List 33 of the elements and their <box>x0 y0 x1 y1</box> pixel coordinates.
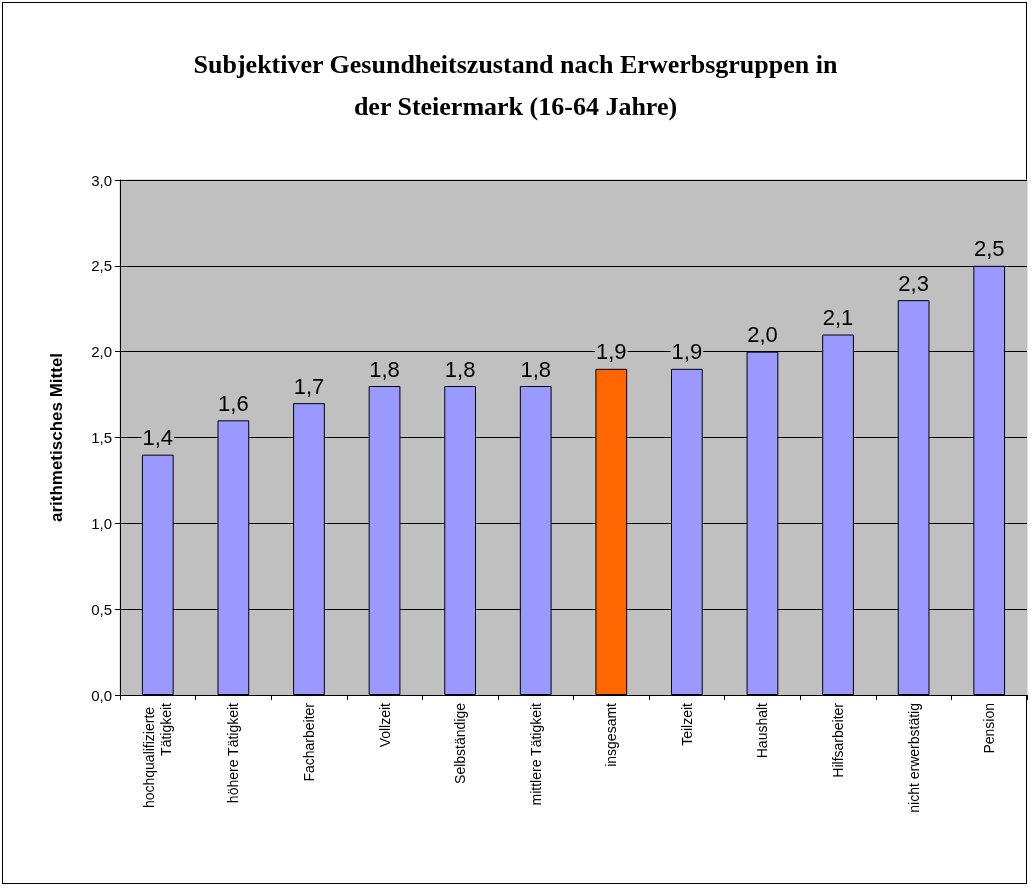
data-label: 1,9 <box>671 339 703 365</box>
x-tick-label: insgesamt <box>603 702 620 767</box>
y-tick-label: 0,5 <box>91 600 112 618</box>
x-tick-label: nicht erwerbstätig <box>905 703 922 813</box>
data-label: 1,8 <box>444 356 476 382</box>
data-label: 1,7 <box>293 373 325 399</box>
data-label: 1,6 <box>218 390 249 416</box>
x-tick-label: Selbständige <box>452 702 469 784</box>
x-tick-label: Teilzeit <box>678 702 695 746</box>
data-label: 2,3 <box>898 270 929 296</box>
y-tick-label: 1,5 <box>91 429 112 446</box>
x-tick-label: Facharbeiter <box>300 702 317 782</box>
y-tick-label: 0,0 <box>91 686 112 704</box>
data-label: 2,5 <box>973 236 1005 262</box>
x-tick-label: hochqualifizierte Tätigkeit <box>141 702 175 809</box>
y-tick-label: 2,5 <box>91 257 112 275</box>
x-tick-label: höhere Tätigkeit <box>225 702 242 804</box>
y-tick-label: 1,0 <box>91 514 112 532</box>
data-label: 1,4 <box>142 425 174 451</box>
data-label: 1,9 <box>595 339 627 365</box>
chart-title: Subjektiver Gesundheitszustand nach Erwerbsgruppen in der Steiermark (16-64 Jahre) <box>193 49 838 121</box>
data-label: 1,8 <box>369 356 400 382</box>
x-tick-label: Hilfsarbeiter <box>830 702 847 778</box>
data-label: 2,0 <box>747 322 778 348</box>
data-label: 2,1 <box>822 305 854 330</box>
x-tick-label: Haushalt <box>754 702 771 759</box>
data-label: 1,8 <box>520 356 552 382</box>
x-tick-label: mittlere Tätigkeit <box>527 702 544 806</box>
y-axis-title: arithmetisches Mittel <box>47 352 66 523</box>
x-tick-label: Pension <box>981 703 998 754</box>
y-tick-label: 3,0 <box>91 171 112 189</box>
y-tick-label: 2,0 <box>91 343 112 361</box>
x-tick-label: Vollzeit <box>376 702 393 748</box>
